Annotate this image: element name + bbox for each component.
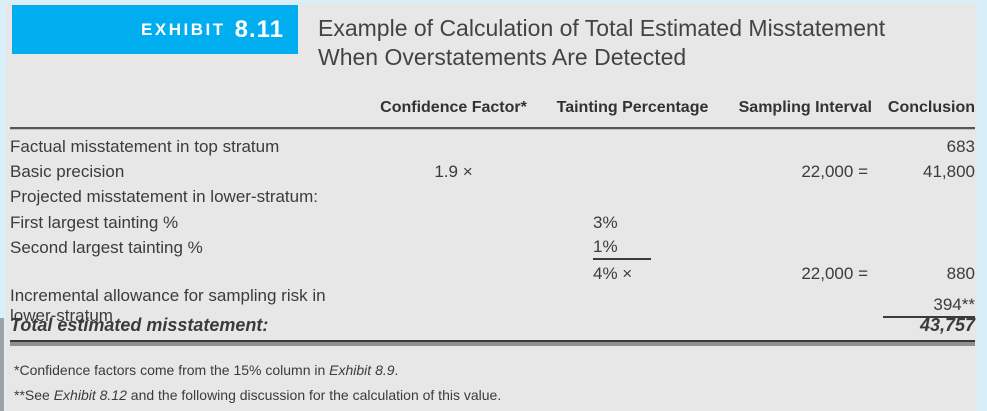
cell-confidence-factor: 1.9 × bbox=[434, 162, 473, 182]
cell-sampling-interval: 22,000 = bbox=[801, 162, 868, 182]
tainting-value: 3% bbox=[593, 212, 618, 232]
conclusion-value-underlined: 394** bbox=[883, 295, 975, 318]
exhibit-label: EXHIBIT bbox=[141, 19, 226, 39]
table-row-factual-misstatement: Factual misstatement in top stratum 683 bbox=[10, 134, 975, 159]
table-body: Factual misstatement in top stratum 683 … bbox=[10, 134, 975, 339]
row-label: First largest tainting % bbox=[10, 212, 179, 232]
tainting-value-underlined: 1% bbox=[593, 237, 651, 260]
footnote-see-exhibit: **See Exhibit 8.12 and the following dis… bbox=[14, 387, 501, 403]
footnote-exhibit-reference: Exhibit 8.9 bbox=[329, 362, 395, 378]
header-rule bbox=[10, 127, 975, 130]
exhibit-title: Example of Calculation of Total Estimate… bbox=[318, 14, 885, 72]
exhibit-banner: EXHIBIT 8.11 bbox=[12, 5, 298, 54]
table-row-second-largest-tainting: Second largest tainting % 1% bbox=[10, 236, 975, 261]
footnote-text-end: . bbox=[394, 362, 399, 378]
cell-tainting-percentage: 1% bbox=[545, 237, 720, 260]
cell-tainting-percentage: 4% × bbox=[545, 264, 720, 284]
page-edge-artifact bbox=[0, 318, 4, 411]
column-header-tainting-percentage: Tainting Percentage bbox=[556, 99, 709, 116]
footnote-marker: ** bbox=[14, 387, 25, 403]
table-row-basic-precision: Basic precision 1.9 × 22,000 = 41,800 bbox=[10, 159, 975, 184]
table-header-row: Confidence Factor* Tainting Percentage S… bbox=[10, 99, 975, 117]
table-row-tainting-subtotal: 4% × 22,000 = 880 bbox=[10, 261, 975, 286]
row-label: Incremental allowance for sampling risk … bbox=[10, 286, 326, 326]
row-label: Projected misstatement in lower-stratum: bbox=[10, 187, 318, 207]
cell-sampling-interval: 22,000 = bbox=[801, 263, 868, 283]
column-header-sampling-interval: Sampling Interval bbox=[738, 99, 872, 116]
cell-conclusion: 41,800 bbox=[923, 162, 975, 182]
row-label-total: Total estimated misstatement: bbox=[10, 314, 269, 335]
table-header-spacer bbox=[10, 99, 362, 117]
footnote-text: Confidence factors come from the 15% col… bbox=[19, 362, 330, 378]
column-header-confidence-factor: Confidence Factor* bbox=[380, 99, 527, 116]
exhibit-number: 8.11 bbox=[234, 15, 284, 43]
cell-conclusion-total: 43,757 bbox=[919, 314, 975, 335]
row-label: Second largest tainting % bbox=[10, 238, 203, 258]
footnote-text-end: and the following discussion for the cal… bbox=[126, 387, 502, 403]
footnote-confidence-factors: *Confidence factors come from the 15% co… bbox=[14, 362, 398, 378]
footnote-exhibit-reference: Exhibit 8.12 bbox=[53, 387, 127, 403]
row-label: Factual misstatement in top stratum bbox=[10, 136, 280, 156]
cell-tainting-percentage: 3% bbox=[545, 213, 720, 233]
cell-conclusion: 880 bbox=[946, 263, 975, 283]
table-row-first-largest-tainting: First largest tainting % 3% bbox=[10, 210, 975, 235]
cell-conclusion: 394** bbox=[872, 295, 975, 318]
exhibit-title-line2: When Overstatements Are Detected bbox=[318, 44, 687, 70]
tainting-subtotal-value: 4% × bbox=[593, 263, 633, 283]
footnote-marker: * bbox=[14, 362, 20, 378]
exhibit-title-line1: Example of Calculation of Total Estimate… bbox=[318, 15, 886, 41]
footnote-text: See bbox=[24, 387, 54, 403]
table-row-incremental-allowance: Incremental allowance for sampling risk … bbox=[10, 286, 975, 325]
cell-conclusion: 683 bbox=[946, 136, 975, 156]
table-row-total-estimated-misstatement: Total estimated misstatement: 43,757 bbox=[10, 312, 975, 339]
total-rule bbox=[10, 340, 975, 346]
table-row-projected-misstatement: Projected misstatement in lower-stratum: bbox=[10, 185, 975, 210]
column-header-conclusion: Conclusion bbox=[887, 99, 975, 116]
row-label: Basic precision bbox=[10, 162, 125, 182]
